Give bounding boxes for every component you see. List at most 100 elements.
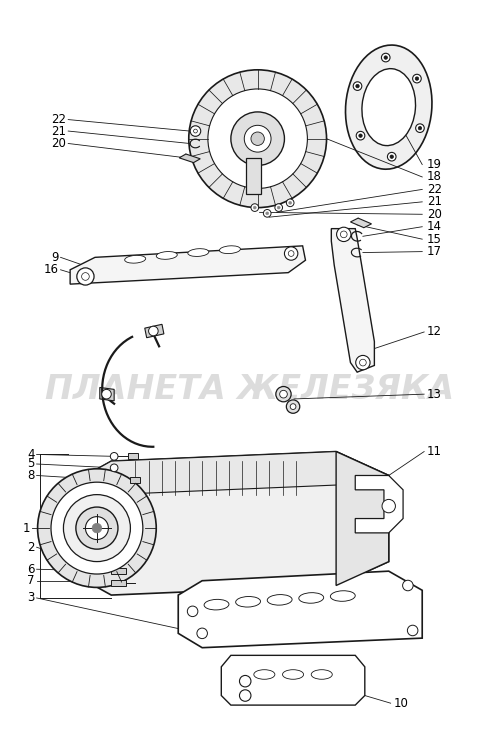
Circle shape: [286, 199, 294, 207]
Circle shape: [284, 247, 298, 260]
Circle shape: [280, 391, 287, 398]
Circle shape: [356, 131, 365, 140]
Circle shape: [208, 89, 308, 189]
Circle shape: [340, 231, 347, 238]
Text: 17: 17: [427, 245, 442, 258]
Polygon shape: [100, 388, 114, 401]
Circle shape: [76, 507, 118, 549]
Circle shape: [189, 70, 326, 207]
Circle shape: [382, 499, 396, 513]
Text: ПЛАНЕТА ЖЕЛЕЗЯКА: ПЛАНЕТА ЖЕЛЕЗЯКА: [46, 373, 455, 406]
Text: 14: 14: [427, 220, 442, 234]
Circle shape: [276, 387, 291, 402]
Polygon shape: [112, 569, 126, 574]
Circle shape: [288, 251, 294, 256]
Ellipse shape: [330, 591, 355, 602]
Circle shape: [408, 626, 418, 636]
Circle shape: [382, 53, 390, 62]
Circle shape: [275, 204, 282, 212]
Circle shape: [148, 326, 158, 336]
Polygon shape: [350, 218, 372, 228]
Text: 16: 16: [44, 264, 59, 276]
Text: 5: 5: [28, 457, 34, 470]
Circle shape: [402, 581, 413, 591]
Text: 19: 19: [427, 158, 442, 171]
Circle shape: [251, 204, 258, 212]
Circle shape: [353, 82, 362, 90]
Polygon shape: [336, 451, 388, 586]
Polygon shape: [68, 451, 388, 595]
Ellipse shape: [299, 593, 324, 603]
Circle shape: [390, 155, 394, 158]
Polygon shape: [145, 324, 164, 338]
Text: 9: 9: [51, 251, 59, 264]
Circle shape: [286, 400, 300, 413]
Text: 13: 13: [427, 388, 442, 400]
Circle shape: [240, 689, 251, 701]
Ellipse shape: [254, 670, 275, 679]
Text: 18: 18: [427, 170, 442, 183]
Circle shape: [64, 495, 130, 562]
Circle shape: [254, 207, 256, 209]
Text: 7: 7: [27, 575, 34, 587]
Polygon shape: [112, 580, 126, 586]
Circle shape: [51, 482, 143, 574]
Circle shape: [194, 129, 198, 133]
Ellipse shape: [156, 252, 178, 259]
Text: 2: 2: [27, 541, 34, 553]
Text: 11: 11: [427, 445, 442, 458]
Circle shape: [244, 125, 271, 152]
Text: 4: 4: [27, 448, 34, 461]
Text: 21: 21: [52, 125, 66, 137]
Circle shape: [412, 74, 421, 83]
Text: 10: 10: [394, 697, 408, 710]
Circle shape: [266, 212, 268, 215]
Circle shape: [384, 56, 388, 59]
Polygon shape: [178, 572, 422, 647]
Polygon shape: [68, 451, 388, 495]
Ellipse shape: [124, 255, 146, 263]
Circle shape: [188, 606, 198, 617]
Circle shape: [231, 112, 284, 165]
Circle shape: [197, 628, 207, 638]
Text: 6: 6: [27, 562, 34, 576]
Polygon shape: [355, 475, 403, 533]
Text: 21: 21: [427, 195, 442, 208]
Polygon shape: [246, 158, 262, 195]
Text: 12: 12: [427, 325, 442, 339]
Text: 20: 20: [52, 137, 66, 150]
Polygon shape: [130, 478, 140, 483]
Circle shape: [86, 517, 108, 539]
Circle shape: [38, 469, 156, 587]
Circle shape: [388, 152, 396, 161]
Circle shape: [356, 355, 370, 369]
Ellipse shape: [188, 249, 209, 256]
Circle shape: [251, 132, 264, 146]
Text: 22: 22: [427, 183, 442, 196]
Circle shape: [278, 207, 280, 209]
Circle shape: [190, 125, 200, 137]
Circle shape: [360, 359, 366, 366]
Text: 1: 1: [22, 522, 30, 535]
Text: 22: 22: [52, 113, 66, 126]
Circle shape: [359, 134, 362, 137]
Circle shape: [102, 389, 112, 399]
Polygon shape: [128, 454, 138, 459]
Circle shape: [290, 404, 296, 409]
Circle shape: [288, 201, 292, 204]
Ellipse shape: [204, 599, 229, 610]
Circle shape: [264, 210, 271, 217]
Polygon shape: [179, 154, 200, 163]
Circle shape: [77, 268, 94, 285]
Circle shape: [110, 453, 118, 460]
Ellipse shape: [362, 68, 416, 146]
Circle shape: [418, 126, 422, 130]
Circle shape: [356, 84, 359, 88]
Ellipse shape: [346, 45, 432, 169]
Polygon shape: [222, 656, 365, 705]
Text: 15: 15: [427, 233, 442, 246]
Text: 8: 8: [28, 469, 34, 482]
Text: 3: 3: [28, 592, 34, 605]
Ellipse shape: [282, 670, 304, 679]
Circle shape: [110, 464, 118, 472]
